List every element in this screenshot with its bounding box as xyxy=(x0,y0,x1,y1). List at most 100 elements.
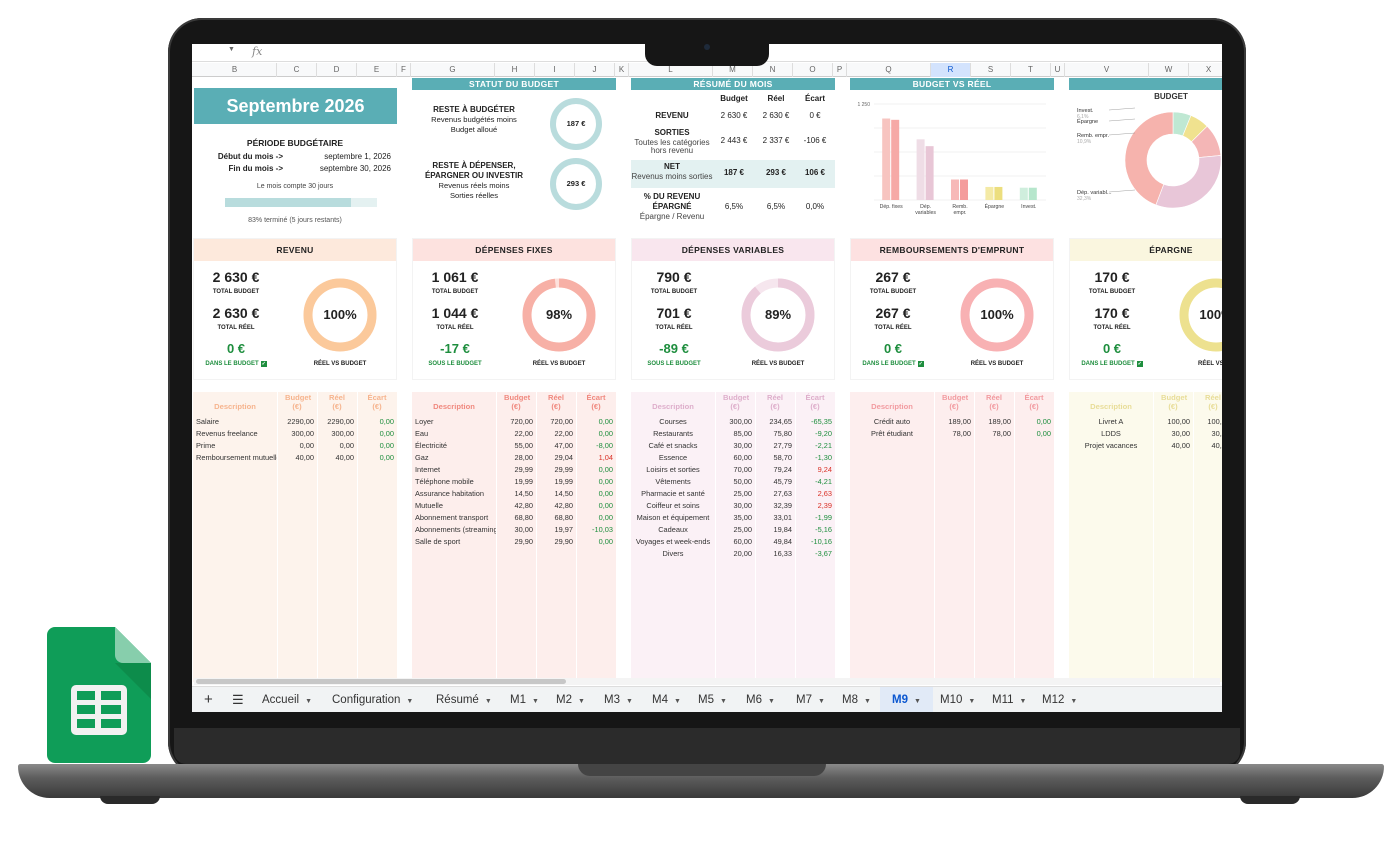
table-cell[interactable]: Assurance habitation xyxy=(415,489,485,498)
chevron-down-icon[interactable]: ▼ xyxy=(817,698,825,705)
table-cell[interactable]: 0,00 xyxy=(598,489,613,498)
table-cell[interactable]: Essence xyxy=(658,453,688,462)
chevron-down-icon[interactable]: ▼ xyxy=(406,698,414,705)
table-cell[interactable]: 0,00 xyxy=(379,453,394,462)
sheet-tab-m6[interactable]: M6 ▼ xyxy=(746,687,775,712)
table-cell[interactable]: -3,67 xyxy=(815,549,832,558)
table-cell[interactable]: 78,00 xyxy=(952,429,972,438)
table-cell[interactable]: Cadeaux xyxy=(658,525,688,534)
table-cell[interactable]: 300,00 xyxy=(291,429,314,438)
table-cell[interactable]: 40,00 xyxy=(1171,441,1191,450)
table-row[interactable]: Loisirs et sorties 70,00 79,24 9,24 xyxy=(631,464,835,476)
horizontal-scrollbar[interactable] xyxy=(194,678,1220,685)
table-row[interactable]: Salle de sport 29,90 29,90 0,00 xyxy=(412,536,616,548)
table-row[interactable]: Assurance habitation 14,50 14,50 0,00 xyxy=(412,488,616,500)
table-cell[interactable]: 33,01 xyxy=(773,513,793,522)
table-cell[interactable]: 14,50 xyxy=(514,489,534,498)
table-cell[interactable]: 68,80 xyxy=(554,513,574,522)
table-cell[interactable]: 2,39 xyxy=(817,501,832,510)
table-cell[interactable]: 85,00 xyxy=(733,429,753,438)
table-row[interactable]: Cadeaux 25,00 19,84 -5,16 xyxy=(631,524,835,536)
table-cell[interactable]: 300,00 xyxy=(729,417,752,426)
table-row[interactable]: Abonnement transport 68,80 68,80 0,00 xyxy=(412,512,616,524)
table-cell[interactable]: 30,00 xyxy=(514,525,534,534)
column-header[interactable]: S xyxy=(971,63,1011,77)
table-cell[interactable]: 19,84 xyxy=(773,525,793,534)
table-cell[interactable]: Loisirs et sorties xyxy=(646,465,700,474)
table-cell[interactable]: 70,00 xyxy=(733,465,753,474)
table-cell[interactable]: 58,70 xyxy=(773,453,793,462)
table-cell[interactable]: 29,04 xyxy=(554,453,574,462)
table-row[interactable]: Café et snacks 30,00 27,79 -2,21 xyxy=(631,440,835,452)
table-cell[interactable]: 0,00 xyxy=(598,477,613,486)
column-header[interactable]: N xyxy=(753,63,793,77)
table-cell[interactable]: Pharmacie et santé xyxy=(641,489,705,498)
table-cell[interactable]: Salaire xyxy=(196,417,220,426)
table-cell[interactable]: 0,00 xyxy=(1036,429,1051,438)
table-cell[interactable]: 30,00 xyxy=(733,501,753,510)
table-cell[interactable]: Salle de sport xyxy=(415,537,461,546)
table-row[interactable]: Salaire 2290,00 2290,00 0,00 xyxy=(193,416,397,428)
sheet-tab-m1[interactable]: M1 ▼ xyxy=(510,687,539,712)
table-cell[interactable]: Loyer xyxy=(415,417,434,426)
column-header[interactable]: H xyxy=(495,63,535,77)
table-cell[interactable]: 27,79 xyxy=(773,441,793,450)
table-row[interactable]: Eau 22,00 22,00 0,00 xyxy=(412,428,616,440)
table-cell[interactable]: 28,00 xyxy=(514,453,534,462)
table-row[interactable]: Loyer 720,00 720,00 0,00 xyxy=(412,416,616,428)
table-cell[interactable]: 79,24 xyxy=(773,465,793,474)
table-cell[interactable]: 40,00 xyxy=(335,453,355,462)
table-row[interactable]: Internet 29,99 29,99 0,00 xyxy=(412,464,616,476)
table-cell[interactable]: Revenus freelance xyxy=(196,429,258,438)
sheet-tab-m2[interactable]: M2 ▼ xyxy=(556,687,585,712)
table-cell[interactable]: Prime xyxy=(196,441,216,450)
column-header[interactable]: P xyxy=(833,63,847,77)
table-cell[interactable]: 22,00 xyxy=(554,429,574,438)
table-cell[interactable]: Projet vacances xyxy=(1084,441,1138,450)
column-header[interactable]: T xyxy=(1011,63,1051,77)
all-sheets-menu-icon[interactable]: ☰ xyxy=(232,692,244,707)
column-header[interactable]: K xyxy=(615,63,629,77)
column-header[interactable]: F xyxy=(397,63,411,77)
table-cell[interactable]: 40,00 xyxy=(1211,441,1223,450)
column-header[interactable]: L xyxy=(629,63,713,77)
table-row[interactable]: Vêtements 50,00 45,79 -4,21 xyxy=(631,476,835,488)
column-header[interactable]: X xyxy=(1189,63,1222,77)
sheet-tab-m12[interactable]: M12 ▼ xyxy=(1042,687,1077,712)
table-cell[interactable]: Internet xyxy=(415,465,441,474)
chevron-down-icon[interactable]: ▼ xyxy=(863,698,871,705)
table-cell[interactable]: 0,00 xyxy=(598,501,613,510)
sheet-tab-m8[interactable]: M8 ▼ xyxy=(842,687,871,712)
table-cell[interactable]: 300,00 xyxy=(331,429,354,438)
chevron-down-icon[interactable]: ▼ xyxy=(719,698,727,705)
table-cell[interactable]: Crédit auto xyxy=(873,417,911,426)
table-cell[interactable]: 0,00 xyxy=(598,417,613,426)
table-cell[interactable]: 60,00 xyxy=(733,537,753,546)
column-header[interactable]: G xyxy=(411,63,495,77)
table-row[interactable]: Essence 60,00 58,70 -1,30 xyxy=(631,452,835,464)
table-cell[interactable]: 16,33 xyxy=(773,549,793,558)
table-row[interactable]: Restaurants 85,00 75,80 -9,20 xyxy=(631,428,835,440)
table-cell[interactable]: 0,00 xyxy=(598,513,613,522)
chevron-down-icon[interactable]: ▼ xyxy=(531,698,539,705)
chevron-down-icon[interactable]: ▼ xyxy=(968,698,976,705)
table-cell[interactable]: 720,00 xyxy=(510,417,533,426)
table-cell[interactable]: 35,00 xyxy=(733,513,753,522)
column-header[interactable]: Q xyxy=(847,63,931,77)
table-cell[interactable]: Restaurants xyxy=(653,429,693,438)
table-cell[interactable]: 0,00 xyxy=(379,429,394,438)
table-cell[interactable]: 27,63 xyxy=(773,489,793,498)
column-header[interactable]: W xyxy=(1149,63,1189,77)
table-row[interactable]: Coiffeur et soins 30,00 32,39 2,39 xyxy=(631,500,835,512)
column-header[interactable]: O xyxy=(793,63,833,77)
table-row[interactable]: Revenus freelance 300,00 300,00 0,00 xyxy=(193,428,397,440)
sheet-tab-m9[interactable]: M9 ▼ xyxy=(880,687,933,712)
table-cell[interactable]: Vêtements xyxy=(655,477,691,486)
table-cell[interactable]: 19,99 xyxy=(514,477,534,486)
table-cell[interactable]: Gaz xyxy=(415,453,429,462)
table-cell[interactable]: Divers xyxy=(662,549,684,558)
chevron-down-icon[interactable]: ▼ xyxy=(913,698,921,705)
table-cell[interactable]: -10,03 xyxy=(592,525,613,534)
column-header[interactable]: M xyxy=(713,63,753,77)
table-cell[interactable]: 55,00 xyxy=(514,441,534,450)
